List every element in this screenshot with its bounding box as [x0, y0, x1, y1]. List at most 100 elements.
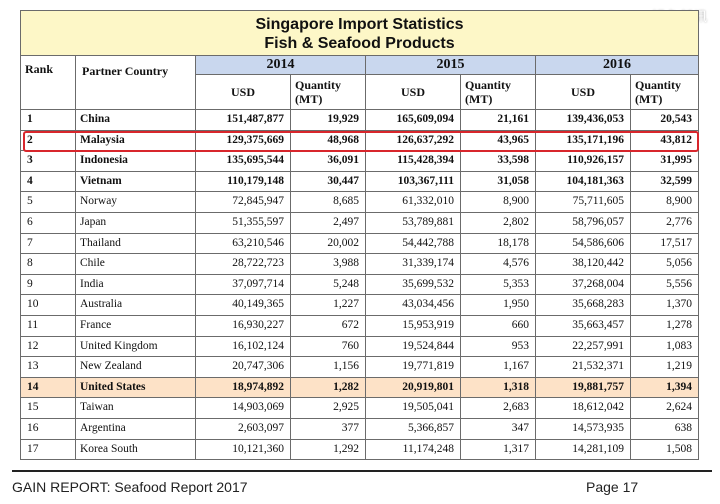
usd-2015-cell: 53,789,881	[365, 211, 461, 234]
country-cell: Argentina	[75, 417, 196, 440]
usd-header-2015: USD	[365, 74, 461, 110]
usd-2016-cell: 104,181,363	[535, 170, 631, 193]
qty-2015-cell: 43,965	[460, 129, 536, 152]
usd-2015-cell: 15,953,919	[365, 314, 461, 337]
country-cell: United States	[75, 376, 196, 399]
qty-2014-cell: 5,248	[290, 273, 366, 296]
table-row: 12 United Kingdom 16,102,124 760 19,524,844 9…	[20, 335, 700, 358]
usd-2016-cell: 139,436,053	[535, 109, 631, 131]
qty-2016-cell: 638	[629, 417, 700, 440]
qty-2014-cell: 20,002	[290, 232, 366, 255]
qty-2014-cell: 19,929	[290, 109, 366, 131]
qty-2015-cell: 2,683	[460, 397, 536, 419]
qty-2015-cell: 660	[460, 314, 536, 337]
qty-2015-cell: 953	[460, 335, 536, 358]
qty-2016-cell: 43,812	[629, 129, 700, 152]
rank-cell: 15	[20, 397, 76, 419]
country-cell: United Kingdom	[75, 335, 196, 358]
usd-2014-cell: 110,179,148	[195, 170, 291, 193]
rank-cell: 11	[20, 314, 76, 337]
qty-2015-cell: 4,576	[460, 253, 536, 275]
usd-2015-cell: 43,034,456	[365, 294, 461, 316]
usd-2016-cell: 14,281,109	[535, 438, 631, 461]
table-title-line2: Fish & Seafood Products	[264, 35, 455, 52]
table-row: 7 Thailand 63,210,546 20,002 54,442,788 18,17…	[20, 232, 700, 255]
usd-2014-cell: 40,149,365	[195, 294, 291, 316]
rank-cell: 1	[20, 109, 76, 131]
qty-2014-cell: 3,988	[290, 253, 366, 275]
qty-2016-cell: 17,517	[629, 232, 700, 255]
qty-2016-cell: 32,599	[629, 170, 700, 193]
table-title: Singapore Import Statistics Fish & Seafo…	[19, 10, 700, 56]
usd-2014-cell: 16,930,227	[195, 314, 291, 337]
qty-header-2016: Quantity (MT)	[629, 74, 700, 110]
qty-2016-cell: 1,508	[629, 438, 700, 461]
usd-2015-cell: 11,174,248	[365, 438, 461, 461]
usd-2015-cell: 61,332,010	[365, 191, 461, 213]
usd-2015-cell: 19,505,041	[365, 397, 461, 419]
footer-divider	[12, 470, 712, 472]
country-cell: India	[75, 273, 196, 296]
table-row: 10 Australia 40,149,365 1,227 43,034,456 1,95…	[20, 294, 700, 316]
year-header-2014: 2014	[195, 55, 366, 75]
qty-2016-cell: 1,219	[629, 356, 700, 378]
qty-2015-cell: 1,318	[460, 376, 536, 399]
qty-2016-cell: 1,370	[629, 294, 700, 316]
usd-2014-cell: 20,747,306	[195, 356, 291, 378]
usd-2015-cell: 165,609,094	[365, 109, 461, 131]
usd-2015-cell: 19,524,844	[365, 335, 461, 358]
qty-2014-cell: 48,968	[290, 129, 366, 152]
usd-2016-cell: 22,257,991	[535, 335, 631, 358]
qty-2015-cell: 2,802	[460, 211, 536, 234]
usd-2016-cell: 19,881,757	[535, 376, 631, 399]
country-header: Partner Country	[75, 55, 196, 110]
usd-2016-cell: 58,796,057	[535, 211, 631, 234]
country-cell: France	[75, 314, 196, 337]
country-cell: China	[75, 109, 196, 131]
usd-2014-cell: 72,845,947	[195, 191, 291, 213]
qty-2016-cell: 20,543	[629, 109, 700, 131]
usd-2014-cell: 16,102,124	[195, 335, 291, 358]
usd-2016-cell: 35,668,283	[535, 294, 631, 316]
qty-2015-cell: 8,900	[460, 191, 536, 213]
rank-cell: 14	[20, 376, 76, 399]
qty-2015-cell: 33,598	[460, 150, 536, 172]
rank-header: Rank	[20, 55, 76, 110]
qty-header-2015: Quantity (MT)	[460, 74, 536, 110]
usd-2014-cell: 151,487,877	[195, 109, 291, 131]
usd-2016-cell: 54,586,606	[535, 232, 631, 255]
qty-2014-cell: 2,925	[290, 397, 366, 419]
usd-2014-cell: 28,722,723	[195, 253, 291, 275]
table-row: 13 New Zealand 20,747,306 1,156 19,771,819 1,…	[20, 356, 700, 378]
usd-2016-cell: 38,120,442	[535, 253, 631, 275]
year-header-2015: 2015	[365, 55, 536, 75]
country-cell: Indonesia	[75, 150, 196, 172]
qty-2014-cell: 30,447	[290, 170, 366, 193]
usd-header-2016: USD	[535, 74, 631, 110]
usd-2015-cell: 126,637,292	[365, 129, 461, 152]
qty-2015-cell: 5,353	[460, 273, 536, 296]
rank-cell: 13	[20, 356, 76, 378]
table-row: 9 India 37,097,714 5,248 35,699,532 5,353 37,2…	[20, 273, 700, 296]
rank-cell: 10	[20, 294, 76, 316]
footer-report-title: GAIN REPORT: Seafood Report 2017	[12, 479, 248, 495]
table-row: 15 Taiwan 14,903,069 2,925 19,505,041 2,683 18…	[20, 397, 700, 419]
usd-2014-cell: 51,355,597	[195, 211, 291, 234]
qty-2014-cell: 36,091	[290, 150, 366, 172]
qty-2016-cell: 5,556	[629, 273, 700, 296]
usd-2014-cell: 14,903,069	[195, 397, 291, 419]
qty-2015-cell: 1,950	[460, 294, 536, 316]
usd-2015-cell: 5,366,857	[365, 417, 461, 440]
usd-2016-cell: 135,171,196	[535, 129, 631, 152]
qty-2014-cell: 1,282	[290, 376, 366, 399]
qty-2015-cell: 21,161	[460, 109, 536, 131]
qty-2014-cell: 1,227	[290, 294, 366, 316]
qty-2016-cell: 1,083	[629, 335, 700, 358]
table-row: 11 France 16,930,227 672 15,953,919 660 35,663…	[20, 314, 700, 337]
rank-cell: 8	[20, 253, 76, 275]
country-cell: Norway	[75, 191, 196, 213]
usd-2016-cell: 18,612,042	[535, 397, 631, 419]
usd-2014-cell: 2,603,097	[195, 417, 291, 440]
usd-2014-cell: 129,375,669	[195, 129, 291, 152]
country-cell: Vietnam	[75, 170, 196, 193]
